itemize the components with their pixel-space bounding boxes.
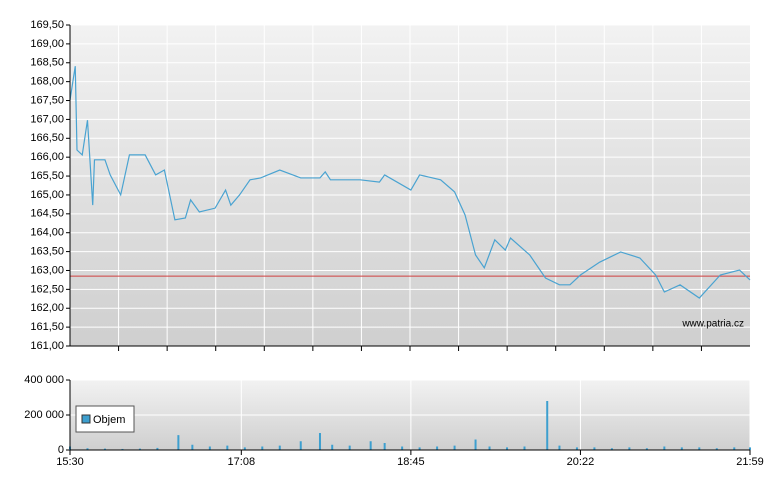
volume-bar <box>86 448 89 450</box>
y-tick-label: 163,50 <box>30 245 64 257</box>
volume-bar <box>261 446 264 450</box>
volume-bar <box>318 433 321 450</box>
volume-bar <box>121 448 124 450</box>
x-tick-label: 17:08 <box>228 456 256 468</box>
volume-bar <box>331 444 334 450</box>
volume-bar <box>575 447 578 450</box>
volume-bar <box>488 446 491 450</box>
volume-bar <box>680 447 683 450</box>
volume-bar <box>369 441 372 450</box>
y-tick-label: 169,00 <box>30 38 64 50</box>
volume-bar <box>715 448 718 450</box>
volume-bar <box>208 446 211 450</box>
volume-bar <box>749 447 751 450</box>
volume-bar <box>506 447 509 450</box>
legend-label: Objem <box>93 414 125 426</box>
y-tick-label: 167,00 <box>30 113 64 125</box>
volume-bar <box>278 445 281 450</box>
y-tick-label: 162,50 <box>30 283 64 295</box>
volume-bar <box>663 446 666 450</box>
x-tick-label: 20:22 <box>567 456 595 468</box>
volume-bar <box>546 401 549 450</box>
y-tick-label: 165,50 <box>30 170 64 182</box>
y-tick-label: 161,00 <box>30 340 64 352</box>
volume-bar <box>299 441 302 450</box>
volume-bar <box>156 447 159 450</box>
volume-bar <box>243 447 246 450</box>
volume-bar <box>383 443 386 450</box>
y-tick-label: 200 000 <box>24 409 64 421</box>
volume-bar <box>558 445 561 450</box>
volume-bar <box>453 445 456 450</box>
volume-bar <box>645 448 648 450</box>
volume-bar <box>348 445 351 450</box>
y-tick-label: 164,50 <box>30 208 64 220</box>
volume-bar <box>138 448 141 450</box>
legend-swatch <box>81 414 91 424</box>
volume-bar <box>593 447 596 450</box>
y-tick-label: 164,00 <box>30 227 64 239</box>
volume-bar <box>191 444 194 450</box>
volume-bar <box>401 446 404 450</box>
x-tick-label: 21:59 <box>736 456 764 468</box>
volume-bar <box>698 447 701 450</box>
x-tick-label: 15:30 <box>56 456 84 468</box>
volume-bar <box>436 446 439 450</box>
volume-bar <box>610 448 613 450</box>
y-tick-label: 163,00 <box>30 264 64 276</box>
y-tick-label: 169,50 <box>30 19 64 31</box>
volume-bar <box>733 447 736 450</box>
y-tick-label: 166,00 <box>30 151 64 163</box>
y-tick-label: 166,50 <box>30 132 64 144</box>
y-tick-label: 165,00 <box>30 189 64 201</box>
y-tick-label: 168,00 <box>30 76 64 88</box>
y-tick-label: 168,50 <box>30 57 64 69</box>
volume-bar <box>523 446 526 450</box>
y-tick-label: 162,00 <box>30 302 64 314</box>
y-tick-label: 0 <box>58 444 64 456</box>
watermark: www.patria.cz <box>681 319 744 330</box>
y-tick-label: 400 000 <box>24 374 64 386</box>
x-tick-label: 18:45 <box>397 456 425 468</box>
volume-bar <box>418 447 421 450</box>
y-tick-label: 167,50 <box>30 94 64 106</box>
volume-bar <box>226 445 229 450</box>
volume-bar <box>628 447 631 450</box>
volume-bar <box>177 435 180 450</box>
y-tick-label: 161,50 <box>30 321 64 333</box>
volume-bar <box>474 439 477 450</box>
price-line <box>69 66 751 299</box>
volume-bar <box>103 448 106 450</box>
